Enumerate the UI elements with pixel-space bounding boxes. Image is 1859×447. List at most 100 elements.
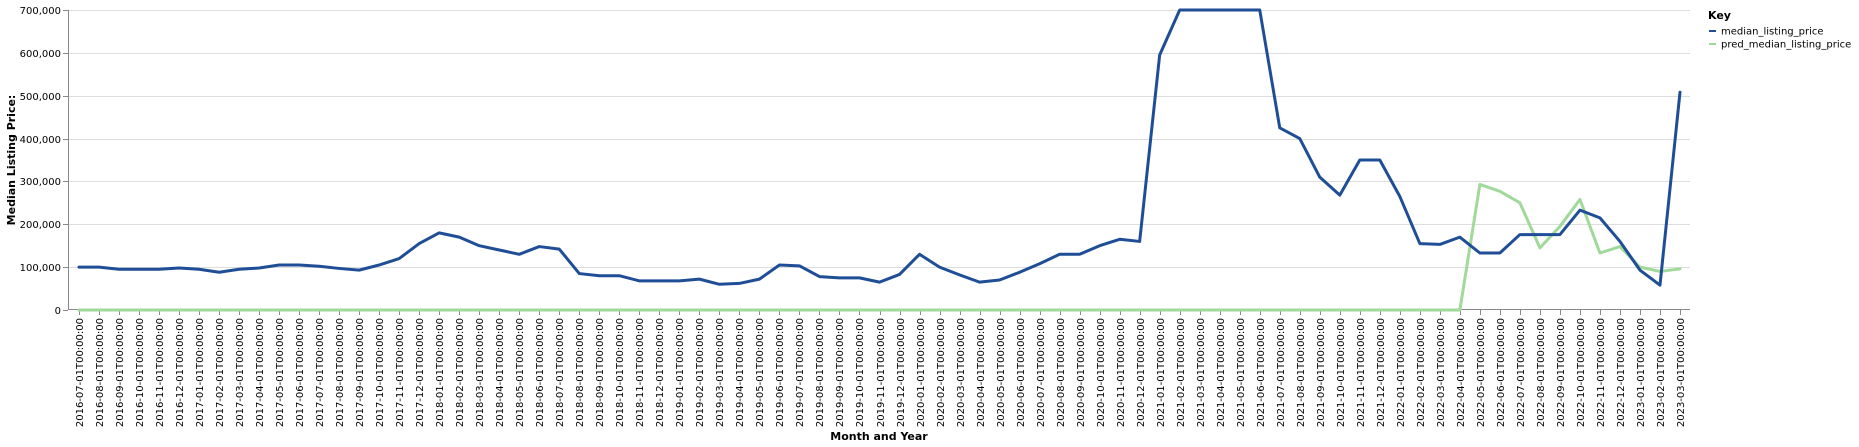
x-tick-label: 2020-11-01T00:00:00 [1116, 318, 1127, 427]
x-tick-label: 2018-09-01T00:00:00 [595, 318, 606, 427]
x-tick-label: 2016-08-01T00:00:00 [95, 318, 106, 427]
x-tick-label: 2020-09-01T00:00:00 [1076, 318, 1087, 427]
x-tick-label: 2021-06-01T00:00:00 [1256, 318, 1267, 427]
x-tick-label: 2020-02-01T00:00:00 [936, 318, 947, 427]
x-tick-label: 2021-08-01T00:00:00 [1296, 318, 1307, 427]
x-tick-label: 2017-08-01T00:00:00 [335, 318, 346, 427]
x-tick-label: 2022-06-01T00:00:00 [1496, 318, 1507, 427]
x-tick-label: 2023-01-01T00:00:00 [1636, 318, 1647, 427]
x-tick-label: 2019-07-01T00:00:00 [795, 318, 806, 427]
y-tick-label: 0 [55, 306, 61, 317]
x-tick-label: 2021-04-01T00:00:00 [1216, 318, 1227, 427]
x-tick-label: 2018-11-01T00:00:00 [635, 318, 646, 427]
x-tick-label: 2019-02-01T00:00:00 [695, 318, 706, 427]
x-tick-label: 2018-08-01T00:00:00 [575, 318, 586, 427]
x-tick-label: 2019-08-01T00:00:00 [815, 318, 826, 427]
x-tick-label: 2021-10-01T00:00:00 [1336, 318, 1347, 427]
x-tick-label: 2017-10-01T00:00:00 [375, 318, 386, 427]
x-tick-label: 2021-03-01T00:00:00 [1196, 318, 1207, 427]
x-tick-label: 2022-09-01T00:00:00 [1556, 318, 1567, 427]
x-tick-label: 2022-08-01T00:00:00 [1536, 318, 1547, 427]
legend: Key median_listing_price pred_median_list… [1708, 9, 1851, 51]
x-tick-label: 2018-06-01T00:00:00 [535, 318, 546, 427]
x-tick-label: 2020-03-01T00:00:00 [956, 318, 967, 427]
x-tick-label: 2019-09-01T00:00:00 [835, 318, 846, 427]
x-tick-label: 2023-03-01T00:00:00 [1676, 318, 1687, 427]
x-tick-label: 2020-04-01T00:00:00 [976, 318, 987, 427]
x-tick-label: 2020-10-01T00:00:00 [1096, 318, 1107, 427]
x-tick-label: 2022-05-01T00:00:00 [1476, 318, 1487, 427]
x-tick-label: 2018-07-01T00:00:00 [555, 318, 566, 427]
x-tick-label: 2022-04-01T00:00:00 [1456, 318, 1467, 427]
x-tick-label: 2022-02-01T00:00:00 [1416, 318, 1427, 427]
x-tick-label: 2017-11-01T00:00:00 [395, 318, 406, 427]
x-tick-label: 2018-04-01T00:00:00 [495, 318, 506, 427]
x-tick-label: 2019-06-01T00:00:00 [775, 318, 786, 427]
x-tick-label: 2020-06-01T00:00:00 [1016, 318, 1027, 427]
x-tick-label: 2017-01-01T00:00:00 [195, 318, 206, 427]
x-tick-label: 2022-10-01T00:00:00 [1576, 318, 1587, 427]
y-tick-label: 300,000 [20, 177, 61, 188]
y-tick-label: 600,000 [20, 49, 61, 60]
x-tick-label: 2019-05-01T00:00:00 [755, 318, 766, 427]
x-tick-label: 2022-03-01T00:00:00 [1436, 318, 1447, 427]
x-tick-label: 2016-09-01T00:00:00 [115, 318, 126, 427]
x-axis-ticks: 2016-07-01T00:00:00 2016-08-01T00:00:00 20… [75, 310, 1687, 427]
x-tick-label: 2016-11-01T00:00:00 [155, 318, 166, 427]
x-tick-label: 2020-07-01T00:00:00 [1036, 318, 1047, 427]
y-axis-title: Median Listing Price: [5, 95, 18, 226]
x-tick-label: 2022-01-01T00:00:00 [1396, 318, 1407, 427]
x-tick-label: 2018-03-01T00:00:00 [475, 318, 486, 427]
x-axis-title: Month and Year [830, 430, 928, 443]
x-tick-label: 2017-12-01T00:00:00 [415, 318, 426, 427]
x-tick-label: 2020-08-01T00:00:00 [1056, 318, 1067, 427]
legend-label-pred_median_listing_price: pred_median_listing_price [1721, 40, 1851, 51]
y-tick-label: 200,000 [20, 220, 61, 231]
x-tick-label: 2019-01-01T00:00:00 [675, 318, 686, 427]
x-tick-label: 2021-01-01T00:00:00 [1156, 318, 1167, 427]
x-tick-label: 2017-05-01T00:00:00 [275, 318, 286, 427]
series-line-pred_median_listing_price [77, 182, 1682, 312]
x-tick-label: 2021-07-01T00:00:00 [1276, 318, 1287, 427]
x-tick-label: 2018-10-01T00:00:00 [615, 318, 626, 427]
x-tick-label: 2021-12-01T00:00:00 [1376, 318, 1387, 427]
x-tick-label: 2018-01-01T00:00:00 [435, 318, 446, 427]
x-tick-label: 2020-01-01T00:00:00 [916, 318, 927, 427]
x-tick-label: 2021-02-01T00:00:00 [1176, 318, 1187, 427]
x-tick-label: 2017-03-01T00:00:00 [235, 318, 246, 427]
x-tick-label: 2019-03-01T00:00:00 [715, 318, 726, 427]
x-tick-label: 2017-02-01T00:00:00 [215, 318, 226, 427]
x-tick-label: 2022-11-01T00:00:00 [1596, 318, 1607, 427]
x-tick-label: 2019-12-01T00:00:00 [896, 318, 907, 427]
x-tick-label: 2021-05-01T00:00:00 [1236, 318, 1247, 427]
series-lines [77, 8, 1682, 312]
x-tick-label: 2017-06-01T00:00:00 [295, 318, 306, 427]
x-tick-label: 2019-11-01T00:00:00 [876, 318, 887, 427]
x-tick-label: 2018-02-01T00:00:00 [455, 318, 466, 427]
x-tick-label: 2018-12-01T00:00:00 [655, 318, 666, 427]
series-line-median_listing_price [77, 8, 1682, 287]
x-tick-label: 2021-11-01T00:00:00 [1356, 318, 1367, 427]
x-tick-label: 2017-07-01T00:00:00 [315, 318, 326, 427]
x-tick-label: 2020-12-01T00:00:00 [1136, 318, 1147, 427]
legend-title: Key [1708, 9, 1731, 22]
x-tick-label: 2022-07-01T00:00:00 [1516, 318, 1527, 427]
y-axis-ticks: 0 100,000 200,000 300,000 400,000 500,000 600,… [20, 6, 68, 317]
gridlines [68, 10, 1690, 268]
y-tick-label: 700,000 [20, 6, 61, 17]
x-tick-label: 2021-09-01T00:00:00 [1316, 318, 1327, 427]
x-tick-label: 2018-05-01T00:00:00 [515, 318, 526, 427]
x-tick-label: 2016-07-01T00:00:00 [75, 318, 86, 427]
y-tick-label: 500,000 [20, 92, 61, 103]
legend-label-median_listing_price: median_listing_price [1721, 27, 1824, 38]
x-tick-label: 2017-04-01T00:00:00 [255, 318, 266, 427]
x-tick-label: 2019-04-01T00:00:00 [735, 318, 746, 427]
x-tick-label: 2019-10-01T00:00:00 [855, 318, 866, 427]
y-tick-label: 400,000 [20, 135, 61, 146]
x-tick-label: 2016-10-01T00:00:00 [135, 318, 146, 427]
x-tick-label: 2023-02-01T00:00:00 [1656, 318, 1667, 427]
y-tick-label: 100,000 [20, 263, 61, 274]
x-tick-label: 2022-12-01T00:00:00 [1616, 318, 1627, 427]
x-tick-label: 2016-12-01T00:00:00 [175, 318, 186, 427]
